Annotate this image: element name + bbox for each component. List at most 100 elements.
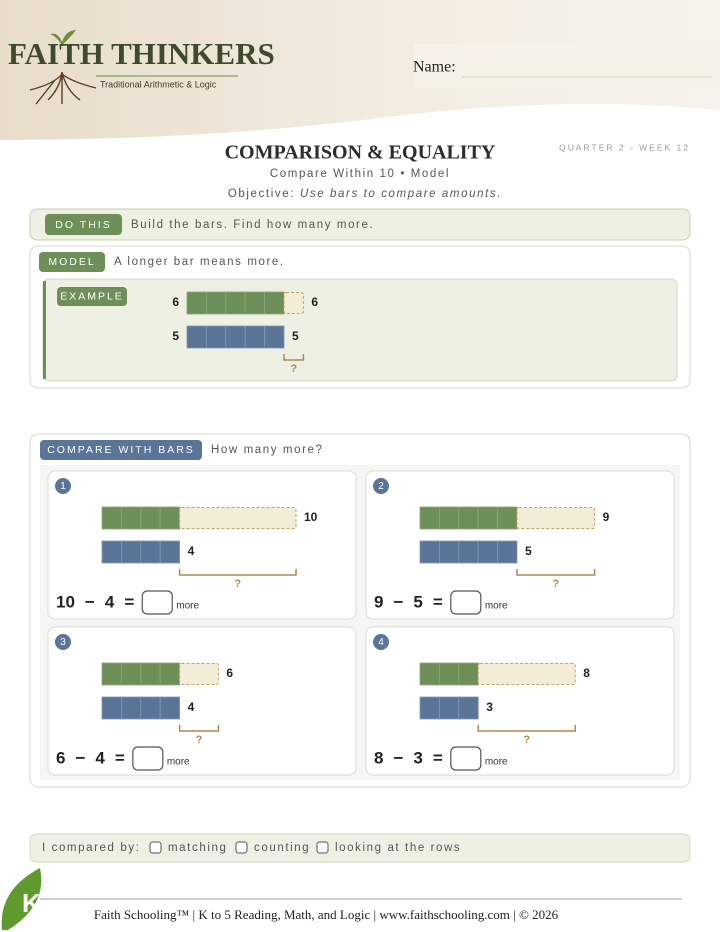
tagline: Traditional Arithmetic & Logic [100,79,217,89]
lesser-bar-cell [497,540,518,564]
lesser-label: 4 [188,544,195,558]
option-label: matching [168,842,227,854]
greater-label: 6 [311,295,318,309]
footer-leaf-letter: K [22,888,41,918]
lesser-bar-cell [225,325,246,349]
equation-lesser: 5 [413,592,422,611]
problem-badge [373,478,389,494]
unknown-mark: ? [196,734,203,746]
do-this-box [29,208,691,241]
do-this-tag-text: DO THIS [55,219,111,231]
equation-greater: 6 [56,748,65,767]
model-tag [39,252,105,272]
lesser-bar-cell [159,540,180,564]
greater-bar-cell [244,291,265,315]
lesser-bar-cell [458,540,479,564]
greater-bar-cell [497,506,518,530]
lesser-bar-cell [438,540,460,564]
lesser-bar-cell [101,696,122,720]
problem-number: 1 [60,481,66,492]
equation-lesser: 3 [413,748,422,767]
greater-bar-cell [419,506,440,530]
option-checkbox[interactable] [316,841,329,854]
quarter: QUARTER 2 - WEEK 12 [559,142,690,152]
answer-box[interactable] [450,746,482,771]
greater-bar-cell [186,291,207,315]
greater-bar-cell [438,662,460,686]
equation-lesser: 4 [95,748,105,767]
difference-brace [283,354,305,361]
equation-equals: = [433,748,443,767]
answer-box[interactable] [132,746,164,771]
lesser-bar-cell [140,540,161,564]
equation-minus: − [75,748,85,767]
option-checkbox[interactable] [235,841,248,854]
problem-number: 2 [378,481,384,492]
subtitle: Compare Within 10 • Model [270,168,450,180]
greater-bar-cell [477,506,499,530]
lesser-label: 4 [188,700,195,714]
greater-bar-cell [458,506,479,530]
greater-bar-cell [121,662,142,686]
equation-greater: 8 [374,748,383,767]
equation-equals: = [115,748,125,767]
reflection-box [29,833,691,863]
option-checkbox[interactable] [149,841,162,854]
lesser-bar-cell [419,696,440,720]
lesser-label: 5 [525,544,532,558]
greater-bar-gap [179,507,297,529]
answer-box[interactable] [450,590,482,615]
compare-tag [40,440,202,460]
option-label: counting [254,842,310,854]
greater-bar-cell [101,506,122,530]
objective: Use bars to compare amounts. [300,188,502,200]
lesser-bar-cell [264,325,285,349]
greater-bar-cell [458,662,479,686]
footer-leaf [1,868,42,930]
lesser-label: 3 [486,700,493,714]
greater-label: 8 [583,666,590,680]
unknown-mark: ? [234,578,241,590]
problem-card [47,626,357,776]
lesser-bar-cell [458,696,479,720]
lesser-bar-cell [121,696,142,720]
equation-minus: − [85,592,95,611]
answer-box[interactable] [141,590,173,615]
answer-unit: more [176,601,199,612]
unknown-mark: ? [552,578,559,590]
equation-greater: 9 [374,592,383,611]
greater-bar-cell [225,291,246,315]
lesser-bar-cell [159,696,180,720]
logo-leaf [50,30,76,45]
example-tag-text: EXAMPLE [60,290,124,302]
title: COMPARISON & EQUALITY [225,142,496,164]
difference-brace [178,725,220,732]
unknown-mark: ? [290,363,297,375]
example-tag [57,287,127,306]
greater-bar-gap [283,292,304,314]
unknown-mark: ? [523,734,530,746]
greater-bar-cell [140,662,161,686]
problem-badge [55,634,71,650]
equation-equals: = [124,592,134,611]
problem-number: 3 [60,637,66,648]
difference-brace [516,569,596,576]
lesser-bar-cell [244,325,265,349]
name-label: Name: [413,59,456,76]
lesser-bar-cell [101,540,122,564]
equation-minus: − [393,592,403,611]
lesser-bar-cell [438,696,460,720]
greater-bar-cell [438,506,460,530]
option-label: looking at the rows [335,842,461,854]
lesser-left-label: 5 [172,329,179,343]
problem-card [365,626,675,776]
problem-badge [55,478,71,494]
footer-text: Faith Schooling™ | K to 5 Reading, Math,… [94,907,559,922]
lesser-bar-cell [205,325,227,349]
lesser-bar-cell [477,540,499,564]
greater-bar-cell [264,291,285,315]
equation-minus: − [393,748,403,767]
name-box [414,44,720,88]
brand: FAITH THINKERS [8,36,275,71]
